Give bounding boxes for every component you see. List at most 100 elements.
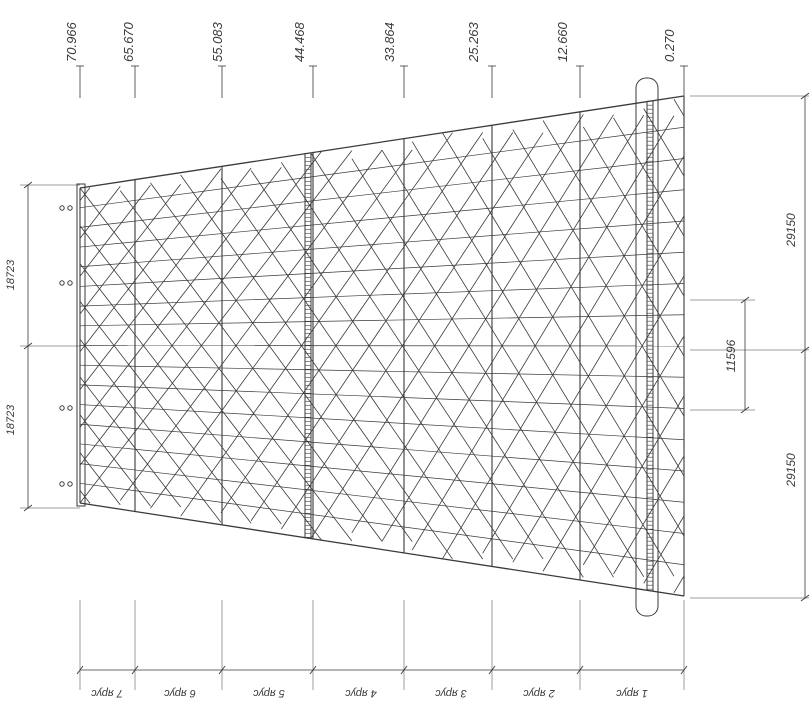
lattice-member — [79, 376, 181, 508]
lattice-member — [79, 314, 685, 327]
elevation-label: 0.270 — [662, 29, 677, 62]
lattice-member — [482, 215, 685, 554]
top-dimension-labels: 18723 18723 — [5, 259, 17, 435]
lattice-member — [119, 149, 383, 501]
top-tick — [23, 342, 33, 350]
top-tick — [23, 181, 33, 189]
lattice-member — [79, 482, 685, 566]
lattice-member — [442, 132, 685, 537]
lattice-member — [381, 149, 645, 578]
tier-label: 6 ярус — [164, 687, 196, 699]
tier-label: 4 ярус — [345, 687, 377, 699]
tower-outline — [79, 502, 685, 597]
lattice-member — [79, 251, 685, 287]
lattice-member — [411, 115, 675, 551]
lattice-member — [512, 129, 685, 417]
bottom-dimension-label: 11596 — [724, 339, 738, 372]
lattice-member — [180, 174, 453, 560]
top-plate — [76, 183, 86, 507]
elevation-label: 70.966 — [64, 21, 79, 62]
lattice-member — [79, 150, 322, 466]
lattice-member — [79, 167, 252, 390]
bottom-dimension-labels: 29150 11596 29150 — [724, 213, 798, 488]
lattice-member — [250, 132, 514, 522]
lattice-member — [582, 395, 685, 566]
lattice-member — [79, 283, 685, 307]
lattice-member — [79, 452, 121, 506]
lattice-member — [673, 98, 685, 117]
bottom-tick — [800, 92, 809, 100]
lattice-member — [512, 275, 685, 563]
tier-label: 2 ярус — [523, 687, 556, 699]
top-dimension-label: 18723 — [5, 404, 17, 435]
tier-tick — [576, 665, 584, 675]
lattice-member — [613, 455, 685, 575]
lattice-member — [79, 185, 121, 239]
lattice-member — [79, 364, 685, 378]
lattice-member — [79, 345, 685, 347]
lattice-member — [79, 189, 685, 248]
tower-outline — [79, 95, 685, 189]
lattice-member — [542, 120, 685, 357]
lattice-member — [79, 338, 222, 523]
fitting-icon — [59, 405, 65, 411]
lattice-member — [79, 463, 685, 534]
lattice-member — [643, 108, 685, 177]
fitting-icon — [67, 405, 73, 411]
fitting-icon — [67, 481, 73, 487]
lattice-member — [351, 158, 614, 578]
lattice-member — [150, 182, 413, 542]
tier-tick — [680, 665, 688, 675]
bottom-tick — [800, 594, 809, 602]
bottom-tick — [800, 346, 809, 354]
lattice-member — [79, 168, 222, 353]
tier-label: 3 ярус — [435, 687, 467, 699]
lattice-member — [79, 404, 685, 441]
lattice-member — [280, 132, 544, 530]
lattice-member — [643, 515, 685, 584]
lattice-member — [79, 187, 353, 542]
lattice-member — [311, 114, 584, 538]
lattice-member — [79, 220, 685, 268]
lattice-member — [79, 263, 282, 525]
lattice-member — [150, 149, 413, 509]
lattice-member — [311, 153, 584, 578]
lattice-member — [351, 114, 614, 534]
lattice-member — [119, 190, 383, 542]
elevation-label: 55.083 — [210, 21, 225, 62]
tier-tick — [76, 665, 84, 675]
lattice-member — [220, 178, 483, 560]
tier-tick — [400, 665, 408, 675]
lattice-member — [582, 126, 685, 297]
bottom-dimension-label: 29150 — [784, 213, 798, 248]
lattice-member — [79, 167, 282, 428]
tier-tick — [309, 665, 317, 675]
tier-label: 1 ярус — [616, 687, 648, 699]
lattice-member — [79, 184, 151, 277]
lattice-member — [442, 155, 685, 560]
tier-label: 7 ярус — [91, 687, 123, 699]
base-platform — [635, 77, 659, 617]
lattice-member — [250, 170, 514, 560]
lattice-member — [381, 114, 645, 542]
elevation-label: 33.864 — [382, 22, 397, 62]
fitting-icon — [59, 205, 65, 211]
lattice-member — [673, 575, 685, 593]
fitting-icon — [59, 481, 65, 487]
elevation-label: 12.660 — [555, 21, 570, 62]
lattice-member — [482, 138, 685, 477]
lattice-member — [280, 162, 544, 560]
lattice-member — [79, 126, 685, 209]
lattice-member — [79, 423, 685, 472]
lattice-member — [220, 132, 483, 513]
lattice-member — [411, 141, 675, 577]
top-tick — [23, 504, 33, 512]
top-dimension-label: 18723 — [5, 259, 17, 290]
fitting-icon — [59, 280, 65, 286]
dimension-lines — [20, 65, 809, 690]
tier-tick — [488, 665, 496, 675]
lattice-member — [79, 384, 685, 409]
elevation-labels: 70.966 65.670 55.083 44.468 33.864 25.26… — [64, 21, 677, 63]
lattice-member — [79, 301, 252, 524]
